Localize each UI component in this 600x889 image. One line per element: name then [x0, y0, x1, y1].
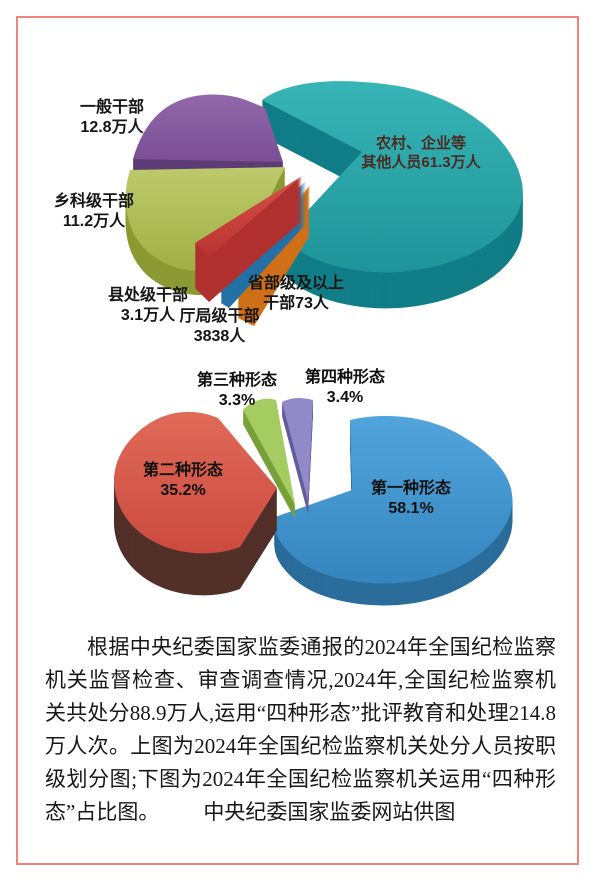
label-line: 11.2万人 [62, 213, 126, 230]
caption: 根据中央纪委国家监委通报的2024年全国纪检监察机关监督检查、审查调查情况,20… [45, 631, 556, 829]
label-line: 3838人 [193, 328, 246, 345]
label-line: 省部级及以上 [248, 275, 345, 292]
label-line: 干部73人 [263, 295, 329, 312]
label-form1: 第一种形态 58.1% [364, 479, 458, 519]
label-line: 第一种形态 [370, 480, 451, 497]
label-general-cadres: 一般干部 12.8万人 [58, 98, 166, 138]
label-line: 第二种形态 [142, 462, 223, 479]
label-form3: 第三种形态 3.3% [190, 371, 284, 411]
label-form2: 第二种形态 35.2% [136, 461, 230, 501]
label-rural-others: 农村、企业等 其他人员61.3万人 [348, 134, 494, 172]
label-line: 第三种形态 [196, 372, 277, 389]
label-line: 县处级干部 [107, 287, 188, 304]
label-township-cadres: 乡科级干部 11.2万人 [38, 192, 150, 232]
caption-text: 根据中央纪委国家监委通报的2024年全国纪检监察机关监督检查、审查调查情况,20… [45, 635, 556, 824]
label-bureau-cadres: 厅局级干部 3838人 [162, 307, 277, 347]
label-line: 第四种形态 [304, 369, 385, 386]
label-line: 农村、企业等 [375, 135, 466, 152]
label-line: 3.3% [218, 392, 256, 409]
label-provincial-cadres: 省部级及以上 干部73人 [248, 274, 344, 314]
label-line: 厅局级干部 [179, 308, 260, 325]
label-form4: 第四种形态 3.4% [298, 368, 392, 408]
label-line: 12.8万人 [80, 119, 144, 136]
label-line: 58.1% [388, 500, 434, 517]
caption-paragraph: 根据中央纪委国家监委通报的2024年全国纪检监察机关监督检查、审查调查情况,20… [45, 631, 556, 829]
label-line: 35.2% [160, 482, 206, 499]
label-line: 其他人员61.3万人 [361, 154, 481, 171]
label-county-cadres: 县处级干部 3.1万人 [90, 286, 206, 326]
caption-credit: 中央纪委国家监委网站供图 [203, 800, 456, 824]
label-line: 3.4% [326, 389, 364, 406]
label-line: 乡科级干部 [53, 193, 134, 210]
label-line: 3.1万人 [120, 307, 176, 324]
label-line: 一般干部 [79, 99, 144, 116]
